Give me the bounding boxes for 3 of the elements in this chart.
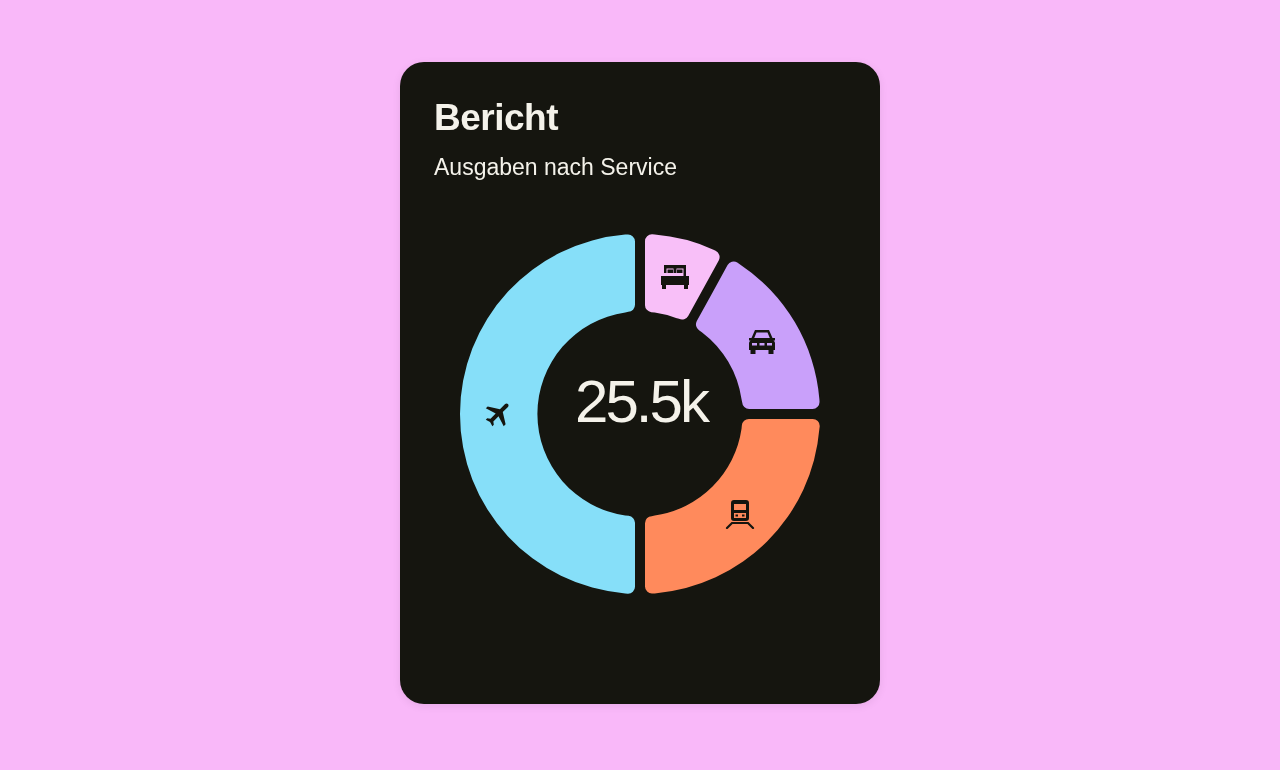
chart-subtitle: Ausgaben nach Service [434,153,677,181]
text: 25.5k [575,367,711,435]
chart-title: Bericht [434,96,558,140]
